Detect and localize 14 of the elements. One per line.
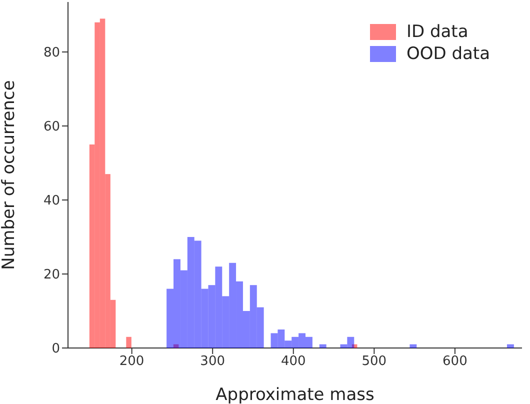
y-tick-label: 20 xyxy=(43,268,60,283)
y-tick-label: 80 xyxy=(43,46,60,61)
y-tick-label: 0 xyxy=(52,342,60,357)
legend-label: ID data xyxy=(406,22,468,42)
x-tick-label: 200 xyxy=(119,354,144,370)
y-tick-label: 60 xyxy=(43,120,60,135)
x-tick-label: 400 xyxy=(280,354,306,370)
x-tick-label: 300 xyxy=(200,354,226,370)
x-tick-label: 500 xyxy=(362,354,387,370)
y-axis-title: Number of occurrence xyxy=(0,80,20,270)
x-axis-title: Approximate mass xyxy=(216,385,374,404)
legend-label: OOD data xyxy=(406,44,490,64)
x-tick-label: 600 xyxy=(442,354,468,370)
y-tick-label: 40 xyxy=(43,194,60,209)
